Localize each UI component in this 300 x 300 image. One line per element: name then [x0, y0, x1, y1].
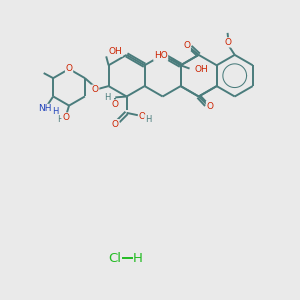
- Text: O: O: [62, 113, 69, 122]
- Text: H: H: [57, 115, 63, 124]
- Text: OH: OH: [195, 65, 208, 74]
- Text: O: O: [112, 100, 119, 109]
- Text: Cl: Cl: [108, 252, 121, 265]
- Text: HO: HO: [154, 51, 168, 60]
- Text: O: O: [206, 101, 214, 110]
- Text: O: O: [139, 112, 145, 121]
- Text: O: O: [112, 120, 119, 129]
- Text: O: O: [183, 41, 190, 50]
- Text: NH: NH: [38, 104, 52, 113]
- Text: O: O: [225, 38, 232, 47]
- Text: H: H: [104, 94, 110, 103]
- Text: O: O: [66, 64, 73, 74]
- Text: H: H: [133, 252, 142, 265]
- Text: H: H: [145, 115, 151, 124]
- Text: OH: OH: [109, 47, 122, 56]
- Text: O: O: [92, 85, 99, 94]
- Text: H: H: [52, 107, 58, 116]
